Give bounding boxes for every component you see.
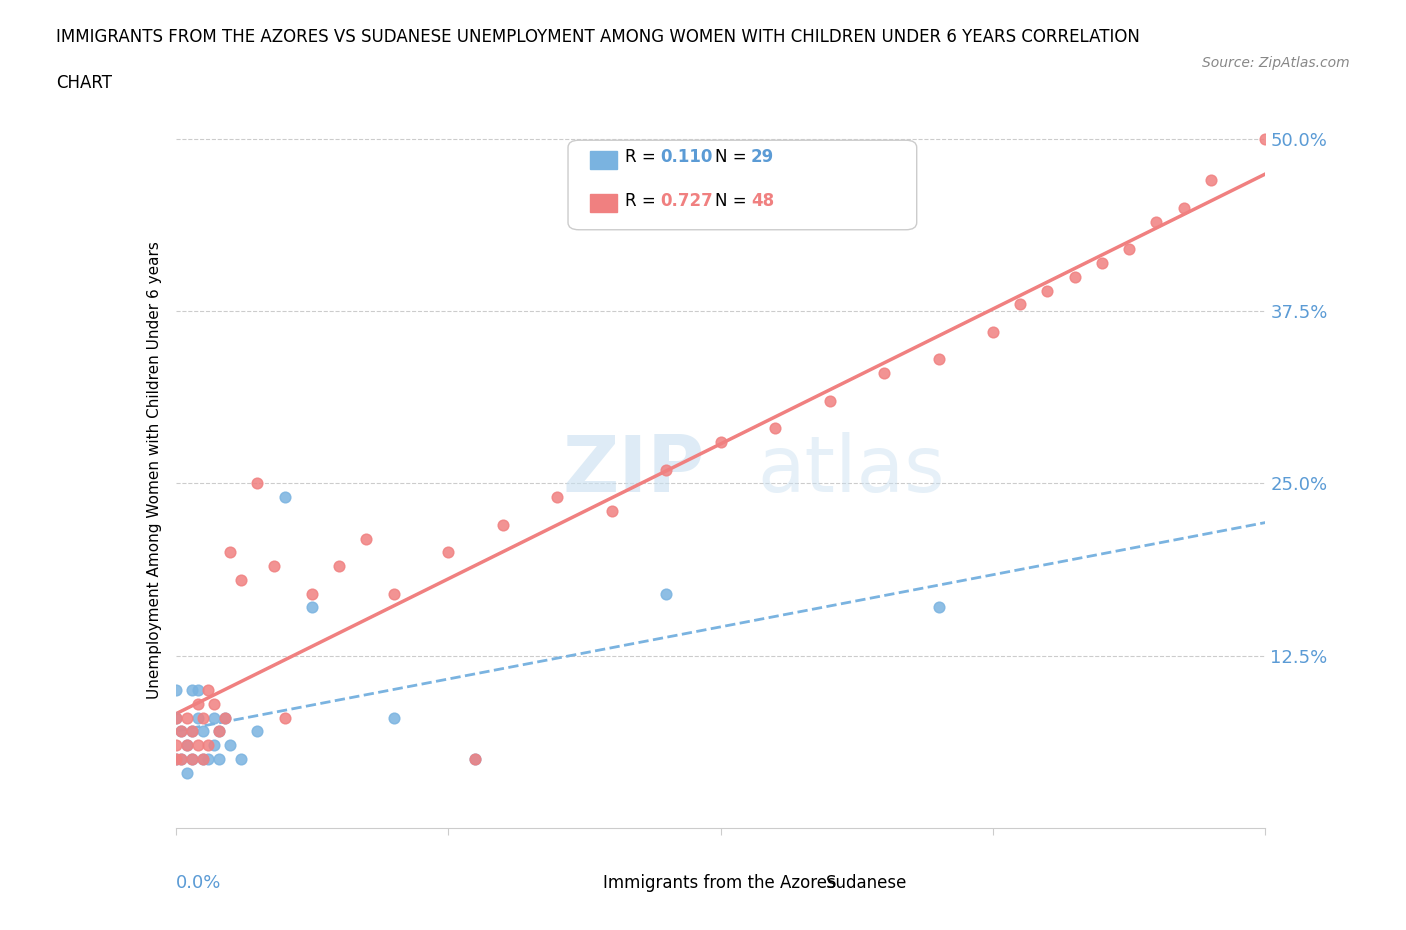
Point bbox=[382, 586, 405, 601]
Point bbox=[186, 683, 209, 698]
Point bbox=[219, 737, 242, 752]
Bar bbox=[792, 874, 818, 892]
Point bbox=[165, 737, 187, 752]
Text: CHART: CHART bbox=[56, 74, 112, 92]
Point bbox=[356, 531, 378, 546]
Point bbox=[202, 697, 225, 711]
Point bbox=[492, 517, 515, 532]
Point bbox=[181, 724, 204, 738]
Text: 0.0%: 0.0% bbox=[176, 874, 221, 892]
Point bbox=[186, 697, 209, 711]
Point bbox=[1091, 256, 1114, 271]
Point bbox=[181, 724, 204, 738]
Point bbox=[170, 724, 193, 738]
Point bbox=[214, 711, 236, 725]
Point bbox=[202, 737, 225, 752]
Text: 0.110: 0.110 bbox=[661, 148, 713, 166]
Point bbox=[176, 711, 198, 725]
Text: 48: 48 bbox=[751, 193, 775, 210]
Point bbox=[328, 559, 350, 574]
Point bbox=[437, 545, 460, 560]
Text: 0.727: 0.727 bbox=[661, 193, 713, 210]
Point bbox=[191, 711, 214, 725]
FancyBboxPatch shape bbox=[568, 140, 917, 230]
Point bbox=[1199, 173, 1222, 188]
Point bbox=[301, 600, 323, 615]
Point bbox=[165, 751, 187, 766]
Point bbox=[176, 765, 198, 780]
Point bbox=[464, 751, 486, 766]
Point bbox=[191, 724, 214, 738]
Point bbox=[1144, 214, 1167, 229]
Point bbox=[1036, 284, 1059, 299]
Text: N =: N = bbox=[716, 148, 752, 166]
Y-axis label: Unemployment Among Women with Children Under 6 years: Unemployment Among Women with Children U… bbox=[146, 241, 162, 698]
Point bbox=[600, 503, 623, 518]
Point bbox=[928, 600, 950, 615]
Text: R =: R = bbox=[624, 193, 661, 210]
Text: Sudanese: Sudanese bbox=[827, 874, 908, 892]
Point bbox=[170, 724, 193, 738]
Point bbox=[818, 393, 841, 408]
Point bbox=[274, 711, 297, 725]
Point bbox=[246, 724, 269, 738]
Point bbox=[546, 490, 568, 505]
Point bbox=[165, 751, 187, 766]
Point bbox=[873, 365, 896, 380]
Point bbox=[186, 711, 209, 725]
Point bbox=[181, 751, 204, 766]
Point bbox=[763, 421, 786, 436]
Point bbox=[382, 711, 405, 725]
Text: R =: R = bbox=[624, 148, 661, 166]
Point bbox=[170, 751, 193, 766]
Point bbox=[301, 586, 323, 601]
Point bbox=[165, 711, 187, 725]
Point bbox=[191, 751, 214, 766]
Bar bbox=[568, 874, 595, 892]
Point bbox=[1010, 297, 1032, 312]
Point bbox=[191, 751, 214, 766]
Point bbox=[1063, 270, 1085, 285]
Point bbox=[231, 572, 253, 587]
Point bbox=[208, 724, 231, 738]
Point bbox=[186, 737, 209, 752]
Point bbox=[1118, 242, 1140, 257]
Point bbox=[655, 462, 678, 477]
Bar bbox=[591, 194, 617, 212]
Point bbox=[464, 751, 486, 766]
Point bbox=[981, 325, 1004, 339]
Point bbox=[170, 751, 193, 766]
Point bbox=[231, 751, 253, 766]
Point bbox=[197, 737, 219, 752]
Point bbox=[219, 545, 242, 560]
Point bbox=[214, 711, 236, 725]
Point bbox=[655, 586, 678, 601]
Point bbox=[202, 711, 225, 725]
Text: 29: 29 bbox=[751, 148, 775, 166]
Point bbox=[1254, 132, 1277, 147]
Point bbox=[181, 683, 204, 698]
Point bbox=[1173, 201, 1195, 216]
Point bbox=[274, 490, 297, 505]
Text: Source: ZipAtlas.com: Source: ZipAtlas.com bbox=[1202, 56, 1350, 70]
Point bbox=[208, 751, 231, 766]
Point bbox=[176, 737, 198, 752]
Point bbox=[197, 683, 219, 698]
Point bbox=[246, 476, 269, 491]
Point bbox=[197, 751, 219, 766]
Text: N =: N = bbox=[716, 193, 752, 210]
Point bbox=[710, 434, 733, 449]
Point bbox=[928, 352, 950, 367]
Text: Immigrants from the Azores: Immigrants from the Azores bbox=[603, 874, 835, 892]
Point bbox=[165, 683, 187, 698]
Point bbox=[176, 737, 198, 752]
Text: IMMIGRANTS FROM THE AZORES VS SUDANESE UNEMPLOYMENT AMONG WOMEN WITH CHILDREN UN: IMMIGRANTS FROM THE AZORES VS SUDANESE U… bbox=[56, 28, 1140, 46]
Text: atlas: atlas bbox=[758, 432, 945, 508]
Text: ZIP: ZIP bbox=[562, 432, 704, 508]
Point bbox=[181, 751, 204, 766]
Point bbox=[263, 559, 285, 574]
Point bbox=[165, 711, 187, 725]
Point bbox=[208, 724, 231, 738]
Bar bbox=[591, 151, 617, 169]
